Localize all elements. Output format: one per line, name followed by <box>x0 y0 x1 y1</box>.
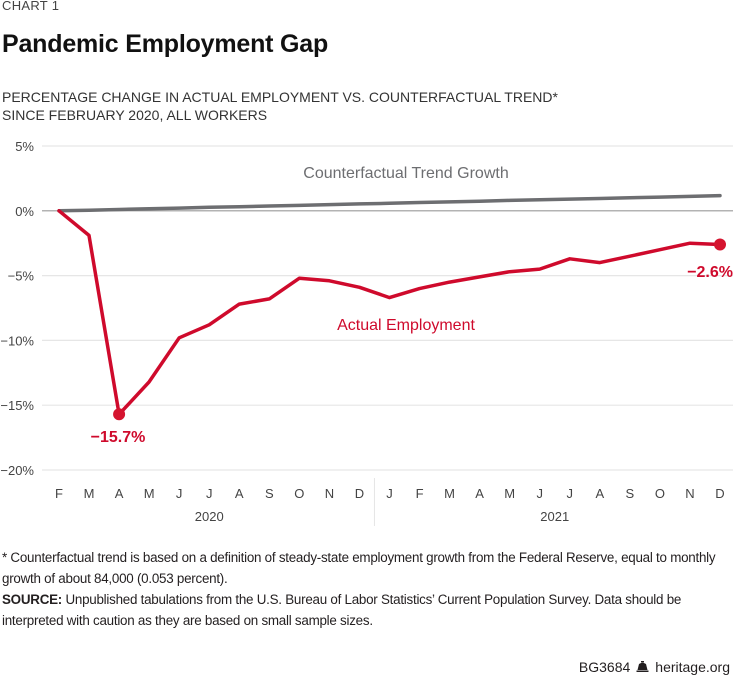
annotation-marker-0 <box>113 408 126 421</box>
y-tick-label: −10% <box>0 333 34 348</box>
chart-subtitle: PERCENTAGE CHANGE IN ACTUAL EMPLOYMENT V… <box>2 88 558 124</box>
x-year-label: 2021 <box>540 509 569 524</box>
x-tick-label: A <box>235 486 244 501</box>
x-tick-label: J <box>176 486 183 501</box>
chart-kicker: CHART 1 <box>2 0 60 13</box>
x-tick-label: A <box>115 486 124 501</box>
series-label-actual: Actual Employment <box>337 317 475 334</box>
annotation-marker-1 <box>714 238 726 251</box>
grid-lines <box>42 145 733 471</box>
source-note: SOURCE: Unpublished tabulations from the… <box>2 589 732 631</box>
x-tick-label: M <box>504 486 515 501</box>
annotation-latest: −2.6% <box>687 264 733 281</box>
x-tick-label: J <box>206 486 213 501</box>
x-tick-label: F <box>416 486 424 501</box>
x-tick-label: M <box>84 486 95 501</box>
site-link[interactable]: heritage.org <box>655 659 730 675</box>
x-tick-label: O <box>655 486 665 501</box>
y-tick-label: −5% <box>8 269 35 284</box>
x-tick-label: S <box>626 486 635 501</box>
series-line-actual <box>57 209 722 417</box>
series-line-trend <box>57 193 722 213</box>
series-label-trend: Counterfactual Trend Growth <box>303 165 508 182</box>
x-tick-label: N <box>325 486 334 501</box>
data-markers <box>113 238 726 421</box>
annotation-low: −15.7% <box>91 429 146 446</box>
x-tick-label: S <box>265 486 274 501</box>
x-tick-label: J <box>567 486 574 501</box>
source-label: SOURCE: <box>2 592 62 607</box>
source-text: Unpublished tabulations from the U.S. Bu… <box>2 592 682 628</box>
report-code: BG3684 <box>578 659 631 675</box>
credit-line: BG3684 heritage.org <box>579 659 730 675</box>
x-tick-label: J <box>536 486 543 501</box>
y-tick-label: 0% <box>15 204 34 219</box>
y-tick-label: 5% <box>15 139 34 154</box>
x-tick-label: D <box>715 486 724 501</box>
x-tick-label: A <box>475 486 484 501</box>
x-tick-label: N <box>685 486 694 501</box>
y-axis-ticks: 5% 0% −5% −10% −15% −20% <box>0 139 34 478</box>
subtitle-line-1: PERCENTAGE CHANGE IN ACTUAL EMPLOYMENT V… <box>2 89 558 105</box>
liberty-bell-icon <box>636 661 649 672</box>
x-tick-label: M <box>444 486 455 501</box>
x-tick-label: J <box>386 486 393 501</box>
series-lines <box>57 193 722 417</box>
x-axis-ticks: F M A M J J A S O N D J F M A M J J A S O N D 2020 2021 <box>55 478 725 526</box>
y-tick-label: −20% <box>0 463 34 478</box>
x-tick-label: O <box>294 486 304 501</box>
x-tick-label: D <box>355 486 364 501</box>
x-tick-label: A <box>595 486 604 501</box>
chart-title: Pandemic Employment Gap <box>2 30 329 58</box>
footnotes: * Counterfactual trend is based on a def… <box>2 547 732 631</box>
line-chart: 5% 0% −5% −10% −15% −20% F M A M J J A S O N D J F M A M J J A S… <box>0 139 733 526</box>
footnote-counterfactual: * Counterfactual trend is based on a def… <box>2 550 716 586</box>
y-tick-label: −15% <box>0 398 34 413</box>
subtitle-line-2: SINCE FEBRUARY 2020, ALL WORKERS <box>2 107 268 123</box>
x-tick-label: M <box>144 486 155 501</box>
x-tick-label: F <box>55 486 63 501</box>
x-year-label: 2020 <box>195 509 224 524</box>
